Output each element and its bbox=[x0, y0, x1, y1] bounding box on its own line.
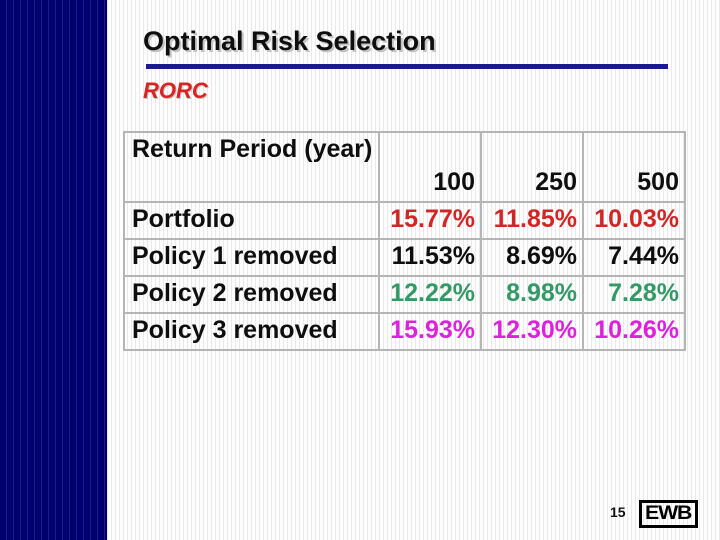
column-header-500: 500 bbox=[582, 131, 686, 203]
table-cell: 7.28% bbox=[582, 275, 686, 314]
row-label: Portfolio bbox=[123, 201, 380, 240]
title-underline bbox=[146, 64, 668, 69]
table-row-policy-2-removed: Policy 2 removed 12.22% 8.98% 7.28% bbox=[123, 275, 686, 314]
page-number: 15 bbox=[610, 504, 626, 520]
table-cell: 12.30% bbox=[480, 312, 584, 351]
slide-title: Optimal Risk Selection bbox=[143, 26, 436, 56]
table-cell: 11.53% bbox=[378, 238, 482, 277]
row-label: Policy 1 removed bbox=[123, 238, 380, 277]
slide-left-accent-bar bbox=[0, 0, 107, 540]
table-cell: 8.69% bbox=[480, 238, 584, 277]
table-cell: 12.22% bbox=[378, 275, 482, 314]
table-cell: 15.77% bbox=[378, 201, 482, 240]
table-corner-header: Return Period (year) bbox=[123, 131, 380, 203]
ewb-logo: EWB bbox=[639, 500, 698, 528]
table-cell: 15.93% bbox=[378, 312, 482, 351]
ewb-logo-text: EWB bbox=[645, 503, 692, 524]
column-header-250: 250 bbox=[480, 131, 584, 203]
row-label: Policy 3 removed bbox=[123, 312, 380, 351]
column-header-100: 100 bbox=[378, 131, 482, 203]
table-row-portfolio: Portfolio 15.77% 11.85% 10.03% bbox=[123, 201, 686, 240]
row-label: Policy 2 removed bbox=[123, 275, 380, 314]
table-cell: 10.03% bbox=[582, 201, 686, 240]
table-cell: 10.26% bbox=[582, 312, 686, 351]
table-cell: 7.44% bbox=[582, 238, 686, 277]
slide-subtitle: RORC bbox=[143, 78, 208, 103]
table-row-policy-3-removed: Policy 3 removed 15.93% 12.30% 10.26% bbox=[123, 312, 686, 351]
rorc-table: Return Period (year) 100 250 500 Portfol… bbox=[123, 131, 686, 351]
table-cell: 8.98% bbox=[480, 275, 584, 314]
table-cell: 11.85% bbox=[480, 201, 584, 240]
table-header-row: Return Period (year) 100 250 500 bbox=[123, 131, 686, 203]
table-row-policy-1-removed: Policy 1 removed 11.53% 8.69% 7.44% bbox=[123, 238, 686, 277]
